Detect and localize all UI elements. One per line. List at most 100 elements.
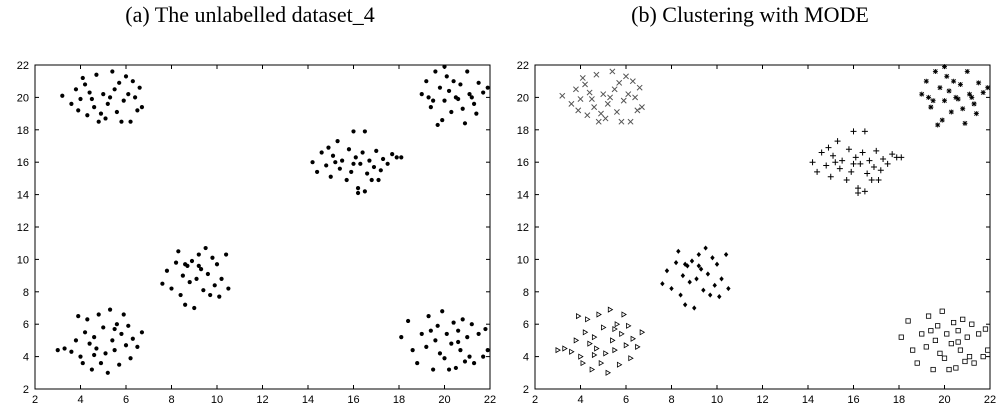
data-point-triangle <box>596 311 602 318</box>
data-point-plus <box>823 162 830 169</box>
data-point-triangle <box>582 329 589 336</box>
y-tick-label: 20 <box>17 92 29 104</box>
data-point <box>96 312 101 317</box>
data-point <box>94 346 99 351</box>
data-point-diamond <box>705 271 711 277</box>
data-point <box>471 101 477 106</box>
data-point-plus <box>857 160 864 167</box>
data-point <box>446 367 452 372</box>
data-point <box>89 96 94 102</box>
data-point <box>435 323 440 328</box>
data-point-plus <box>875 177 882 184</box>
data-point-triangle <box>594 345 600 352</box>
data-point <box>385 161 390 166</box>
data-point-triangle <box>587 340 593 347</box>
data-point-triangle <box>614 321 621 328</box>
data-point <box>82 330 88 335</box>
data-point <box>98 360 104 366</box>
data-point <box>415 360 420 366</box>
data-point <box>456 339 461 345</box>
data-point-triangle <box>626 322 632 329</box>
data-point-diamond <box>714 261 720 267</box>
data-point <box>80 360 85 366</box>
data-point <box>360 150 365 155</box>
data-point <box>406 318 411 324</box>
data-point <box>114 322 119 327</box>
data-point-plus <box>850 128 857 135</box>
data-point <box>481 90 486 95</box>
data-point <box>137 85 142 90</box>
x-tick-label: 10 <box>211 394 223 406</box>
data-point-triangle <box>555 347 561 354</box>
data-point-plus <box>839 157 846 164</box>
data-point-x <box>593 71 600 78</box>
y-tick-label: 16 <box>517 157 529 169</box>
data-point-star <box>926 94 932 100</box>
data-point <box>337 166 342 171</box>
data-point-diamond <box>660 281 665 287</box>
data-point-square <box>905 318 911 324</box>
x-tick-label: 6 <box>123 394 129 406</box>
data-point-square <box>923 344 929 350</box>
data-point <box>112 87 117 92</box>
data-point <box>483 326 488 332</box>
data-point <box>355 186 361 191</box>
y-tick-label: 22 <box>17 60 29 72</box>
data-point-plus <box>889 151 896 158</box>
data-point <box>130 79 135 84</box>
data-point <box>205 271 210 277</box>
data-point-star <box>953 94 959 100</box>
data-point-diamond <box>694 276 699 282</box>
y-tick-label: 4 <box>523 352 529 364</box>
data-point-x <box>559 92 566 99</box>
data-point-diamond <box>687 279 692 285</box>
data-point-plus <box>870 164 877 171</box>
data-point <box>451 79 456 84</box>
data-point-triangle <box>591 351 598 359</box>
data-point <box>87 341 92 346</box>
data-point-star <box>969 94 975 100</box>
data-point <box>112 326 117 332</box>
data-point-triangle <box>585 316 591 323</box>
data-point-diamond <box>726 285 731 292</box>
data-point-x <box>623 73 629 80</box>
data-point-x <box>627 118 634 125</box>
data-point-star <box>985 85 991 91</box>
data-point-plus <box>827 173 834 180</box>
data-point <box>476 80 481 85</box>
data-point-diamond <box>664 268 670 274</box>
data-point <box>378 168 383 173</box>
data-point-diamond <box>701 287 706 293</box>
data-point <box>376 177 381 183</box>
chart-title: (b) Clustering with MODE <box>631 2 869 27</box>
data-point <box>192 305 197 311</box>
data-point-plus <box>825 144 832 151</box>
x-tick-label: 8 <box>668 394 674 406</box>
data-point <box>351 161 356 166</box>
data-point <box>92 335 97 340</box>
data-point <box>458 348 463 353</box>
data-point <box>212 283 217 288</box>
data-point-star <box>962 120 968 126</box>
data-point-triangle <box>635 343 641 350</box>
data-point <box>426 95 431 100</box>
data-point-x <box>632 94 639 101</box>
data-point-star <box>919 91 925 97</box>
y-tick-label: 2 <box>23 384 29 396</box>
data-point <box>196 252 201 257</box>
data-point-square <box>919 331 925 337</box>
data-point-square <box>944 331 950 337</box>
data-point-plus <box>836 165 843 172</box>
data-point-x <box>602 115 609 122</box>
data-point <box>465 69 470 74</box>
data-point <box>101 325 106 330</box>
chart-title: (a) The unlabelled dataset_4 <box>125 2 375 27</box>
data-point <box>462 121 468 126</box>
data-point-square <box>941 355 948 361</box>
data-point-square <box>960 316 966 322</box>
data-point-diamond <box>673 260 679 266</box>
data-point-x <box>568 100 575 107</box>
data-point <box>198 267 204 272</box>
